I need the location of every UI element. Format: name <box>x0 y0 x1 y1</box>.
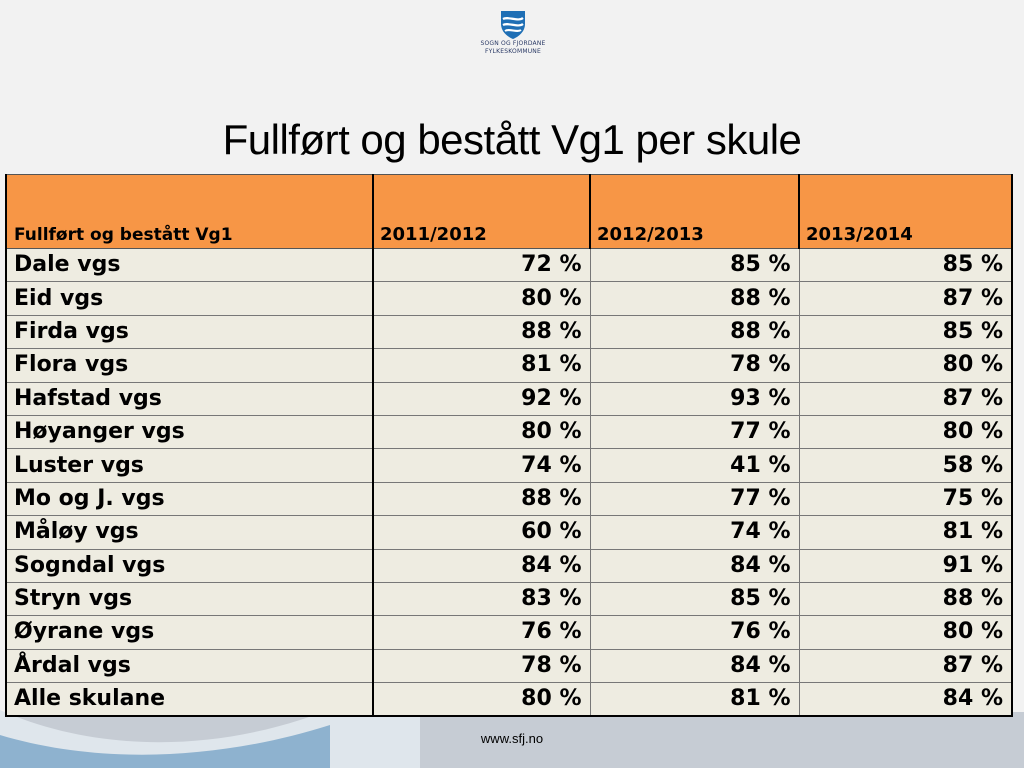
school-name-cell: Øyrane vgs <box>5 615 374 650</box>
table-row: Firda vgs 88 % 88 % 85 % <box>5 314 1013 350</box>
rate-cell: 80 % <box>798 414 1013 450</box>
rate-cell: 80 % <box>798 615 1013 650</box>
rate-cell: 88 % <box>372 314 591 350</box>
school-name-cell: Mo og J. vgs <box>5 481 374 517</box>
rate-cell: 85 % <box>798 247 1013 283</box>
school-name-cell: Eid vgs <box>5 281 374 316</box>
organization-logo: SOGN OG FJORDANE FYLKESKOMMUNE <box>463 10 563 70</box>
rate-cell: 85 % <box>798 314 1013 350</box>
rate-cell: 41 % <box>589 448 800 483</box>
school-name-cell: Hafstad vgs <box>5 381 374 416</box>
school-name-cell: Måløy vgs <box>5 515 374 550</box>
logo-text-line1: SOGN OG FJORDANE <box>480 40 546 47</box>
rate-cell: 92 % <box>372 381 591 416</box>
rate-cell: 84 % <box>589 548 800 583</box>
rate-cell: 75 % <box>798 481 1013 517</box>
rate-cell: 91 % <box>798 548 1013 583</box>
column-header-2011-2012: 2011/2012 <box>372 174 591 249</box>
results-table: Fullført og bestått Vg1 2011/2012 2012/2… <box>5 174 1013 718</box>
table-row: Dale vgs 72 % 85 % 85 % <box>5 247 1013 283</box>
table-row: Stryn vgs 83 % 85 % 88 % <box>5 581 1013 617</box>
school-name-cell: Sogndal vgs <box>5 548 374 583</box>
rate-cell: 84 % <box>798 682 1013 718</box>
rate-cell: 87 % <box>798 381 1013 416</box>
rate-cell: 88 % <box>589 314 800 350</box>
table-row: Luster vgs 74 % 41 % 58 % <box>5 448 1013 483</box>
rate-cell: 60 % <box>372 515 591 550</box>
table-row: Årdal vgs 78 % 84 % 87 % <box>5 648 1013 684</box>
rate-cell: 80 % <box>372 281 591 316</box>
table-row: Hafstad vgs 92 % 93 % 87 % <box>5 381 1013 416</box>
rate-cell: 81 % <box>372 348 591 383</box>
logo-text-line2: FYLKESKOMMUNE <box>485 48 541 55</box>
rate-cell: 80 % <box>372 414 591 450</box>
rate-cell: 88 % <box>798 581 1013 617</box>
rate-cell: 80 % <box>798 348 1013 383</box>
footer-url: www.sfj.no <box>480 731 544 746</box>
rate-cell: 77 % <box>589 481 800 517</box>
rate-cell: 76 % <box>372 615 591 650</box>
column-header-2012-2013: 2012/2013 <box>589 174 800 249</box>
rate-cell: 87 % <box>798 281 1013 316</box>
rate-cell: 78 % <box>372 648 591 684</box>
column-header-2013-2014: 2013/2014 <box>798 174 1013 249</box>
table-row: Alle skulane 80 % 81 % 84 % <box>5 682 1013 718</box>
rate-cell: 81 % <box>589 682 800 718</box>
table-row: Eid vgs 80 % 88 % 87 % <box>5 281 1013 316</box>
slide-title: Fullført og bestått Vg1 per skule <box>222 116 802 163</box>
table-row: Høyanger vgs 80 % 77 % 80 % <box>5 414 1013 450</box>
school-name-cell: Stryn vgs <box>5 581 374 617</box>
school-name-cell: Alle skulane <box>5 682 374 718</box>
rate-cell: 76 % <box>589 615 800 650</box>
rate-cell: 81 % <box>798 515 1013 550</box>
table-row: Sogndal vgs 84 % 84 % 91 % <box>5 548 1013 583</box>
school-name-cell: Luster vgs <box>5 448 374 483</box>
rate-cell: 83 % <box>372 581 591 617</box>
table-row: Øyrane vgs 76 % 76 % 80 % <box>5 615 1013 650</box>
rate-cell: 78 % <box>589 348 800 383</box>
rate-cell: 74 % <box>589 515 800 550</box>
rate-cell: 87 % <box>798 648 1013 684</box>
table-row: Flora vgs 81 % 78 % 80 % <box>5 348 1013 383</box>
rate-cell: 85 % <box>589 581 800 617</box>
column-header-school: Fullført og bestått Vg1 <box>5 174 374 249</box>
school-name-cell: Firda vgs <box>5 314 374 350</box>
rate-cell: 85 % <box>589 247 800 283</box>
school-name-cell: Høyanger vgs <box>5 414 374 450</box>
shield-icon <box>501 11 525 39</box>
rate-cell: 77 % <box>589 414 800 450</box>
rate-cell: 84 % <box>372 548 591 583</box>
table-row: Måløy vgs 60 % 74 % 81 % <box>5 515 1013 550</box>
rate-cell: 58 % <box>798 448 1013 483</box>
rate-cell: 80 % <box>372 682 591 718</box>
rate-cell: 93 % <box>589 381 800 416</box>
rate-cell: 72 % <box>372 247 591 283</box>
school-name-cell: Flora vgs <box>5 348 374 383</box>
table-row: Mo og J. vgs 88 % 77 % 75 % <box>5 481 1013 517</box>
rate-cell: 88 % <box>372 481 591 517</box>
decorative-wave <box>0 690 420 768</box>
table-header-row: Fullført og bestått Vg1 2011/2012 2012/2… <box>5 174 1013 249</box>
rate-cell: 88 % <box>589 281 800 316</box>
school-name-cell: Dale vgs <box>5 247 374 283</box>
rate-cell: 74 % <box>372 448 591 483</box>
rate-cell: 84 % <box>589 648 800 684</box>
school-name-cell: Årdal vgs <box>5 648 374 684</box>
